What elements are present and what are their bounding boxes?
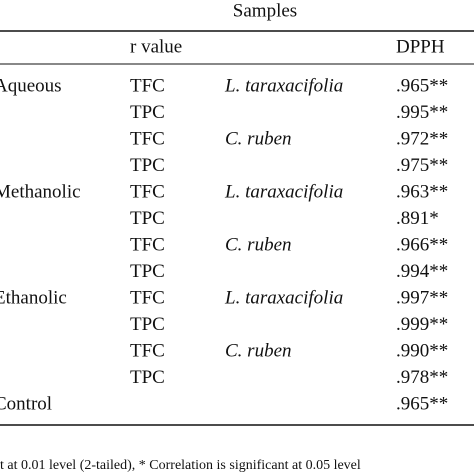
dpph-value: .975** (396, 155, 448, 176)
dpph-value: .978** (396, 367, 448, 388)
footnote: t at 0.01 level (2-tailed), * Correlatio… (0, 458, 361, 473)
species: L. taraxacifolia (224, 75, 343, 96)
r-value: TPC (130, 261, 165, 282)
r-value: TFC (130, 128, 165, 149)
r-value: TFC (130, 340, 165, 361)
dpph-value: .995** (396, 102, 448, 123)
r-value: TFC (130, 287, 165, 308)
dpph-value: .997** (396, 287, 448, 308)
sample-group: Methanolic (0, 181, 81, 202)
group-header: Samples (233, 0, 297, 21)
sample-group: Aqueous (0, 75, 62, 96)
dpph-value: .999** (396, 314, 448, 335)
sample-group: Ethanolic (0, 287, 67, 308)
column-header: r value (130, 36, 182, 57)
species: C. ruben (225, 234, 292, 255)
dpph-value: .972** (396, 128, 448, 149)
dpph-value: .990** (396, 340, 448, 361)
r-value: TPC (130, 314, 165, 335)
r-value: TPC (130, 367, 165, 388)
species: L. taraxacifolia (224, 181, 343, 202)
r-value: TPC (130, 102, 165, 123)
dpph-value: .891* (396, 208, 439, 229)
r-value: TFC (130, 75, 165, 96)
species: L. taraxacifolia (224, 287, 343, 308)
dpph-value: .994** (396, 261, 448, 282)
r-value: TPC (130, 208, 165, 229)
dpph-value: .963** (396, 181, 448, 202)
sample-group: Control (0, 393, 52, 414)
dpph-value: .966** (396, 234, 448, 255)
r-value: TFC (130, 234, 165, 255)
dpph-value: .965** (396, 75, 448, 96)
r-value: TPC (130, 155, 165, 176)
r-value: TFC (130, 181, 165, 202)
dpph-value: .965** (396, 393, 448, 414)
species: C. ruben (225, 340, 292, 361)
column-header: DPPH (396, 36, 445, 57)
species: C. ruben (225, 128, 292, 149)
